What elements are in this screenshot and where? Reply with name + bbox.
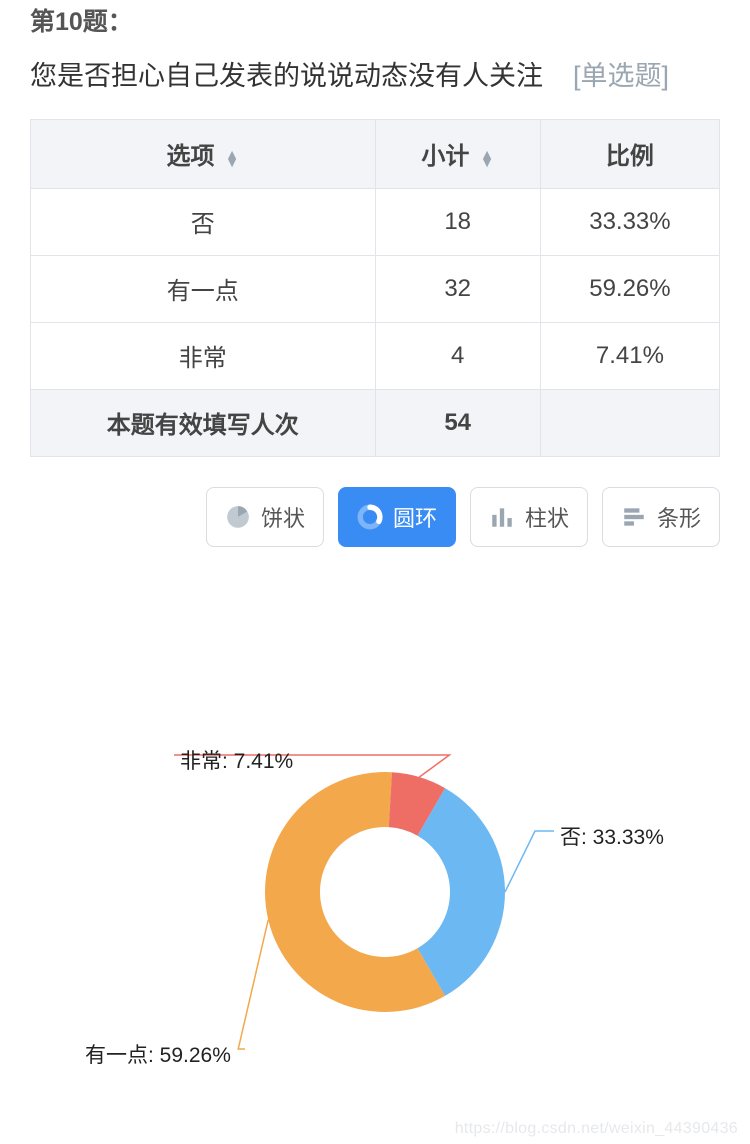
leader-line (238, 919, 268, 1048)
question-header: 第10题： 您是否担心自己发表的说说动态没有人关注 [单选题] (30, 0, 720, 101)
cell-count: 4 (375, 322, 540, 389)
cell-option: 否 (31, 188, 376, 255)
footer-empty (540, 389, 719, 456)
hbar-icon (621, 504, 647, 530)
leader-line (505, 831, 554, 892)
chart-type-switcher: 饼状 圆环 柱状 条形 (30, 487, 720, 547)
results-table: 选项 ▲▼ 小计 ▲▼ 比例 否1833.33%有一点3259.26%非常47.… (30, 119, 720, 457)
chart-btn-label: 饼状 (261, 501, 305, 533)
table-row: 非常47.41% (31, 322, 720, 389)
col-count[interactable]: 小计 ▲▼ (375, 119, 540, 188)
cell-count: 18 (375, 188, 540, 255)
question-type-tag: [单选题] (573, 61, 669, 91)
donut-svg (30, 667, 720, 1087)
table-row: 有一点3259.26% (31, 255, 720, 322)
col-option[interactable]: 选项 ▲▼ (31, 119, 376, 188)
question-text: 您是否担心自己发表的说说动态没有人关注 [单选题] (30, 52, 720, 101)
cell-ratio: 59.26% (540, 255, 719, 322)
watermark: https://blog.csdn.net/weixin_44390436 (455, 1120, 738, 1138)
cell-option: 非常 (31, 322, 376, 389)
donut-icon (357, 504, 383, 530)
col-count-label: 小计 (421, 143, 469, 170)
sort-icon: ▲▼ (225, 150, 239, 166)
cell-ratio: 33.33% (540, 188, 719, 255)
sort-icon: ▲▼ (480, 150, 494, 166)
footer-label: 本题有效填写人次 (31, 389, 376, 456)
chart-area: 否: 33.33% 有一点: 59.26% 非常: 7.41% (30, 667, 720, 1087)
table-footer-row: 本题有效填写人次54 (31, 389, 720, 456)
donut-slice (418, 788, 506, 996)
chart-btn-label: 圆环 (393, 501, 437, 533)
question-number: 第10题： (30, 2, 720, 38)
cell-ratio: 7.41% (540, 322, 719, 389)
donut-label: 否: 33.33% (560, 821, 664, 851)
chart-btn-pie[interactable]: 饼状 (206, 487, 324, 547)
donut-label: 有一点: 59.26% (85, 1039, 231, 1069)
col-option-label: 选项 (166, 143, 214, 170)
col-ratio: 比例 (540, 119, 719, 188)
col-ratio-label: 比例 (606, 143, 654, 170)
chart-btn-hbar[interactable]: 条形 (602, 487, 720, 547)
footer-total: 54 (375, 389, 540, 456)
donut-label: 非常: 7.41% (180, 745, 293, 775)
cell-count: 32 (375, 255, 540, 322)
donut-chart: 否: 33.33% 有一点: 59.26% 非常: 7.41% (30, 667, 720, 1087)
table-header-row: 选项 ▲▼ 小计 ▲▼ 比例 (31, 119, 720, 188)
chart-btn-label: 柱状 (525, 501, 569, 533)
cell-option: 有一点 (31, 255, 376, 322)
chart-btn-bar[interactable]: 柱状 (470, 487, 588, 547)
table-row: 否1833.33% (31, 188, 720, 255)
pie-icon (225, 504, 251, 530)
bar-icon (489, 504, 515, 530)
question-text-main: 您是否担心自己发表的说说动态没有人关注 (30, 61, 543, 91)
chart-btn-label: 条形 (657, 501, 701, 533)
chart-btn-donut[interactable]: 圆环 (338, 487, 456, 547)
